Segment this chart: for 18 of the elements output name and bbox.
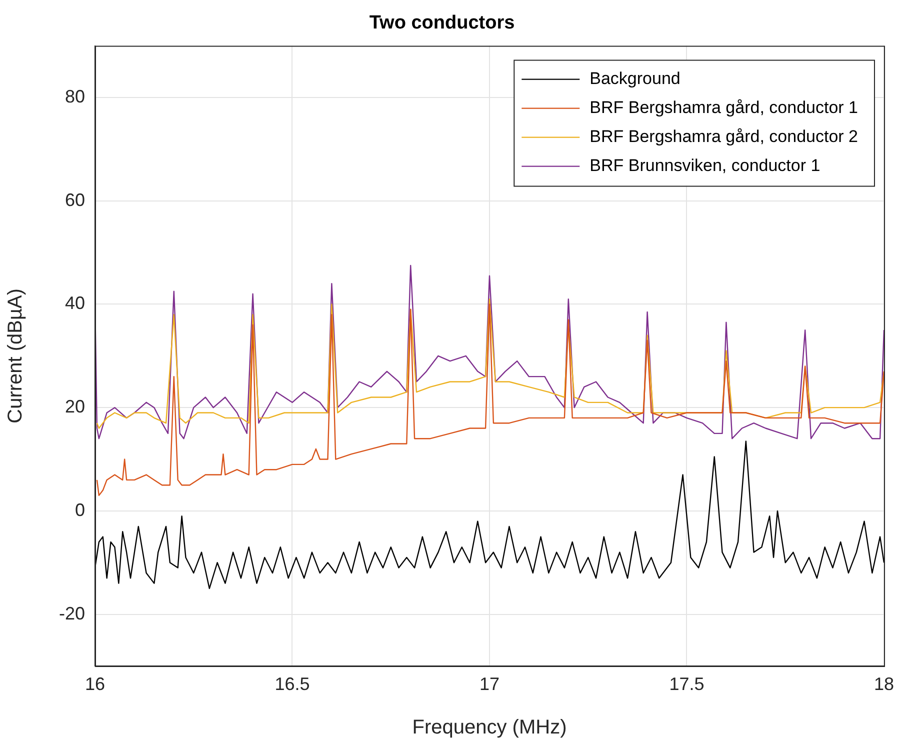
y-tick-label: 0: [74, 500, 85, 520]
legend-label: BRF Bergshamra gård, conductor 1: [590, 98, 858, 117]
legend-label: BRF Bergshamra gård, conductor 2: [590, 126, 858, 146]
x-tick-label: 18: [874, 674, 894, 694]
y-tick-label: 80: [64, 86, 85, 106]
y-tick-label: 60: [64, 190, 85, 210]
y-tick-label: -20: [58, 603, 85, 624]
legend-label: BRF Brunnsviken, conductor 1: [590, 156, 820, 175]
y-tick-label: 40: [64, 293, 85, 314]
y-axis-title: Current (dBµA): [4, 288, 27, 424]
x-tick-label: 17: [479, 674, 500, 694]
y-tick-label: 20: [64, 396, 85, 417]
x-tick-label: 16: [84, 674, 106, 694]
x-tick-label: 17.5: [669, 674, 704, 694]
x-axis-title: Frequency (MHz): [412, 716, 567, 739]
legend-label: Background: [590, 68, 680, 88]
x-tick-label: 16.5: [274, 674, 310, 694]
chart-title: Two conductors: [369, 12, 515, 34]
